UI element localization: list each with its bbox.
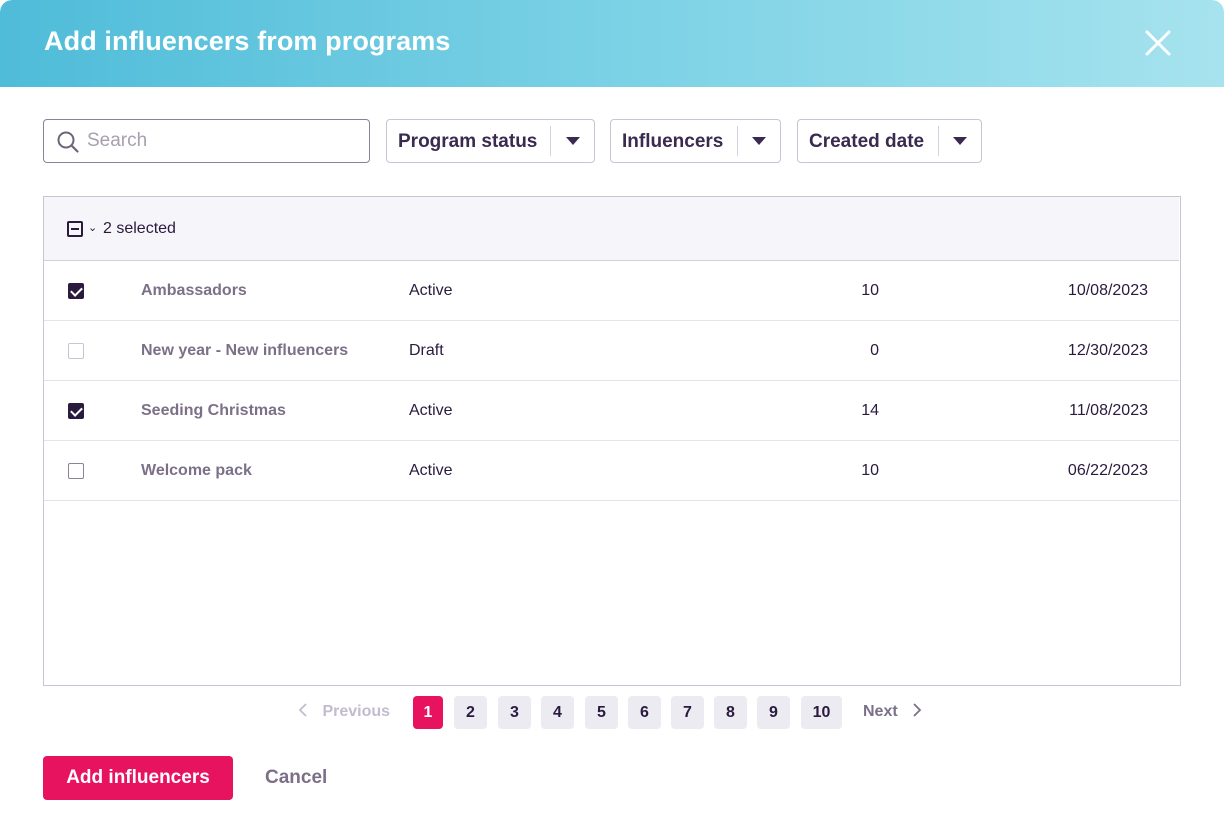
- page-button-5[interactable]: 5: [585, 696, 618, 729]
- page-button-1[interactable]: 1: [413, 696, 443, 729]
- row-checkbox[interactable]: [68, 463, 84, 479]
- program-status: Active: [409, 402, 453, 419]
- programs-table: ⌄ 2 selected Ambassadors Active 10 10/08…: [43, 196, 1181, 686]
- program-name: Welcome pack: [141, 462, 252, 479]
- row-checkbox[interactable]: [68, 283, 84, 299]
- filter-influencers-label: Influencers: [622, 131, 724, 152]
- influencer-count: 14: [861, 402, 879, 419]
- next-page-button[interactable]: Next: [863, 703, 922, 721]
- influencer-count: 10: [861, 462, 879, 479]
- add-influencers-button[interactable]: Add influencers: [43, 756, 233, 800]
- chevron-right-icon: [898, 703, 922, 720]
- program-name: New year - New influencers: [141, 342, 349, 359]
- page-button-2[interactable]: 2: [454, 696, 487, 729]
- table-row[interactable]: Ambassadors Active 10 10/08/2023: [44, 261, 1179, 321]
- caret-down-icon: [953, 137, 967, 145]
- program-status: Draft: [409, 342, 444, 359]
- created-date: 12/30/2023: [1067, 342, 1148, 359]
- page-button-3[interactable]: 3: [498, 696, 531, 729]
- program-status: Active: [409, 462, 453, 479]
- filter-divider: [550, 126, 551, 156]
- page-button-8[interactable]: 8: [714, 696, 747, 729]
- filter-created-date-label: Created date: [809, 131, 925, 152]
- row-checkbox[interactable]: [68, 343, 84, 359]
- filter-divider: [737, 126, 738, 156]
- select-all-checkbox[interactable]: [67, 221, 83, 237]
- selected-count: 2 selected: [103, 220, 176, 237]
- table-row[interactable]: New year - New influencers Draft 0 12/30…: [44, 321, 1179, 381]
- search-icon: [56, 130, 80, 159]
- influencer-count: 0: [870, 342, 879, 359]
- filter-divider: [938, 126, 939, 156]
- page-button-9[interactable]: 9: [757, 696, 790, 729]
- filter-created-date[interactable]: Created date: [797, 119, 982, 163]
- program-status: Active: [409, 282, 453, 299]
- table-header: ⌄ 2 selected: [44, 197, 1179, 261]
- created-date: 11/08/2023: [1069, 402, 1148, 419]
- page-button-6[interactable]: 6: [628, 696, 661, 729]
- filter-program-status[interactable]: Program status: [386, 119, 595, 163]
- table-row[interactable]: Seeding Christmas Active 14 11/08/2023: [44, 381, 1179, 441]
- created-date: 06/22/2023: [1067, 462, 1148, 479]
- close-icon[interactable]: [1140, 25, 1176, 61]
- page-button-4[interactable]: 4: [541, 696, 574, 729]
- page-button-7[interactable]: 7: [671, 696, 704, 729]
- chevron-down-icon[interactable]: ⌄: [88, 222, 98, 234]
- modal-header: Add influencers from programs: [0, 0, 1224, 87]
- next-label: Next: [863, 703, 898, 720]
- previous-label: Previous: [322, 703, 391, 720]
- program-name: Seeding Christmas: [141, 402, 286, 419]
- pagination: Previous 1 2 3 4 5 6 7 8 9 10 Next: [0, 696, 1224, 730]
- influencer-count: 10: [861, 282, 879, 299]
- chevron-left-icon: [298, 703, 322, 720]
- modal-title: Add influencers from programs: [44, 26, 451, 56]
- cancel-button[interactable]: Cancel: [265, 767, 328, 788]
- page-button-10[interactable]: 10: [801, 696, 842, 729]
- caret-down-icon: [752, 137, 766, 145]
- search-input[interactable]: [87, 128, 357, 154]
- search-field[interactable]: [43, 119, 370, 163]
- program-name: Ambassadors: [141, 282, 247, 299]
- row-checkbox[interactable]: [68, 403, 84, 419]
- caret-down-icon: [566, 137, 580, 145]
- filter-influencers[interactable]: Influencers: [610, 119, 781, 163]
- table-row[interactable]: Welcome pack Active 10 06/22/2023: [44, 441, 1179, 501]
- filter-program-status-label: Program status: [398, 131, 538, 152]
- created-date: 10/08/2023: [1067, 282, 1148, 299]
- previous-page-button[interactable]: Previous: [298, 703, 390, 721]
